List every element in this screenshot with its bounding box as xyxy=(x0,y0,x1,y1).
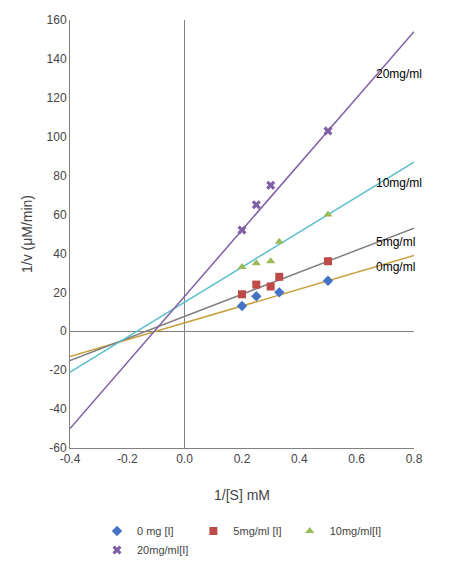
svg-text:0.8: 0.8 xyxy=(406,452,423,466)
svg-text:0.4: 0.4 xyxy=(291,452,308,466)
svg-text:20: 20 xyxy=(53,286,67,300)
svg-text:-0.2: -0.2 xyxy=(117,452,138,466)
svg-text:0mg/ml: 0mg/ml xyxy=(376,260,415,274)
svg-text:160: 160 xyxy=(47,13,67,27)
svg-text:140: 140 xyxy=(47,52,67,66)
svg-text:5mg/ml [I]: 5mg/ml [I] xyxy=(233,525,281,537)
svg-text:40: 40 xyxy=(53,247,67,261)
svg-text:5mg/ml: 5mg/ml xyxy=(376,235,415,249)
svg-text:80: 80 xyxy=(53,169,67,183)
svg-text:0.0: 0.0 xyxy=(176,452,193,466)
svg-text:120: 120 xyxy=(47,91,67,105)
svg-text:10mg/ml: 10mg/ml xyxy=(376,176,422,190)
svg-text:100: 100 xyxy=(47,130,67,144)
svg-text:-60: -60 xyxy=(49,441,67,455)
svg-text:0 mg [I]: 0 mg [I] xyxy=(137,525,174,537)
svg-text:-40: -40 xyxy=(49,402,67,416)
svg-text:-20: -20 xyxy=(49,363,67,377)
svg-text:0.2: 0.2 xyxy=(234,452,251,466)
svg-text:20mg/ml: 20mg/ml xyxy=(376,67,422,81)
svg-text:-0.4: -0.4 xyxy=(60,452,81,466)
svg-text:60: 60 xyxy=(53,208,67,222)
svg-text:20mg/ml[I]: 20mg/ml[I] xyxy=(137,544,188,556)
svg-text:10mg/ml[I]: 10mg/ml[I] xyxy=(330,525,381,537)
svg-text:0: 0 xyxy=(60,324,67,338)
svg-text:1/v (μM/min): 1/v (μM/min) xyxy=(19,195,35,273)
svg-text:0.6: 0.6 xyxy=(348,452,365,466)
svg-text:1/[S] mM: 1/[S] mM xyxy=(214,487,270,503)
